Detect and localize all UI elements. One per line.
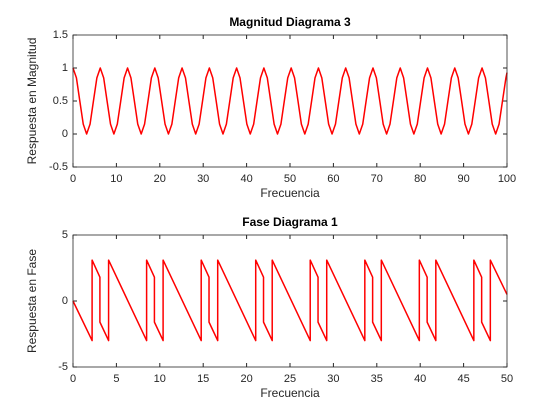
y-tick-label: 0 [62, 128, 68, 140]
x-tick-label: 35 [371, 373, 383, 385]
y-tick-label: 1.5 [53, 29, 68, 41]
y-axis-label: Respuesta en Magnitud [25, 38, 39, 165]
axes-background [73, 235, 507, 367]
y-tick-label: -0.5 [49, 161, 68, 173]
x-tick-label: 25 [284, 373, 296, 385]
x-tick-label: 80 [414, 173, 426, 185]
y-tick-label: 5 [62, 229, 68, 241]
line [72, 67, 508, 135]
x-tick-label: 30 [327, 373, 339, 385]
x-axis-label: Frecuencia [260, 186, 320, 200]
axes-box [72, 234, 508, 368]
y-tick-label: -5 [58, 361, 68, 373]
x-tick-label: 60 [327, 173, 339, 185]
x-tick-label: 0 [70, 173, 76, 185]
x-tick-label: 90 [457, 173, 469, 185]
axes-box [72, 34, 508, 168]
x-tick-label: 45 [457, 373, 469, 385]
x-tick-label: 5 [113, 373, 119, 385]
x-tick-label: 15 [197, 373, 209, 385]
x-tick-label: 10 [110, 173, 122, 185]
x-tick-label: 50 [284, 173, 296, 185]
chart-title: Magnitud Diagrama 3 [229, 15, 351, 29]
y-tick-label: 1 [62, 62, 68, 74]
x-tick-label: 50 [501, 373, 513, 385]
x-tick-label: 20 [240, 373, 252, 385]
x-tick-label: 100 [498, 173, 516, 185]
x-tick-label: 0 [70, 373, 76, 385]
x-tick-label: 30 [197, 173, 209, 185]
x-axis-label: Frecuencia [260, 386, 320, 400]
y-tick-label: 0 [62, 295, 68, 307]
line [72, 259, 508, 342]
y-axis-label: Respuesta en Fase [25, 249, 39, 353]
x-tick-label: 40 [414, 373, 426, 385]
y-tick-label: 0.5 [53, 95, 68, 107]
x-tick-label: 10 [154, 373, 166, 385]
axes-background [73, 35, 507, 167]
x-tick-label: 40 [240, 173, 252, 185]
chart-title: Fase Diagrama 1 [242, 215, 338, 229]
x-tick-label: 70 [371, 173, 383, 185]
x-tick-label: 20 [154, 173, 166, 185]
